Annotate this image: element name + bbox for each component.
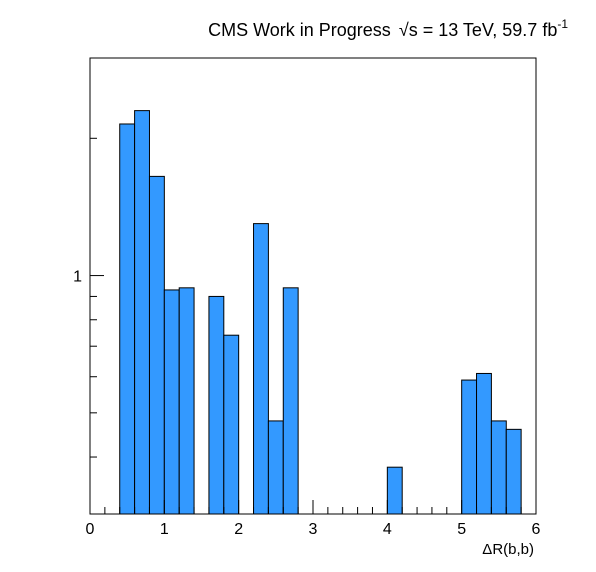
histogram-bar: [178, 287, 195, 515]
histogram-bar: [223, 334, 240, 515]
histogram-bar: [505, 428, 522, 515]
histogram-bars: [119, 110, 522, 515]
x-tick-label: 3: [309, 521, 318, 538]
histogram-bar: [282, 287, 299, 515]
chart-title: CMS Work in Progress √s = 13 TeV, 59.7 fb…: [208, 17, 568, 40]
x-tick-label: 0: [86, 521, 95, 538]
title-sqrt: √s: [399, 20, 418, 40]
x-axis-label: ΔR(b,b): [482, 541, 534, 558]
title-energy: = 13 TeV, 59.7 fb: [418, 20, 558, 40]
histogram-bar: [461, 379, 478, 515]
x-tick-label: 6: [532, 521, 541, 538]
title-text: CMS Work in Progress: [208, 20, 391, 40]
y-axis: 1: [73, 57, 104, 515]
x-tick-label: 2: [234, 521, 243, 538]
histogram-bar: [386, 466, 403, 515]
histogram-bar: [208, 295, 225, 515]
histogram-bar: [476, 372, 492, 515]
histogram-bar: [119, 123, 136, 515]
title-superscript: -1: [557, 17, 568, 31]
x-axis: 0 1 2 3 4 5 6: [86, 500, 541, 538]
histogram-bar: [148, 175, 165, 515]
histogram-bar: [267, 420, 284, 515]
histogram-bar: [163, 289, 180, 515]
x-tick-label: 5: [457, 521, 466, 538]
histogram-bar: [253, 223, 269, 515]
x-tick-label: 4: [383, 521, 392, 538]
x-tick-label: 1: [160, 521, 169, 538]
y-tick-label: 1: [73, 269, 82, 286]
histogram-bar: [134, 110, 150, 515]
histogram-bar: [490, 420, 507, 515]
